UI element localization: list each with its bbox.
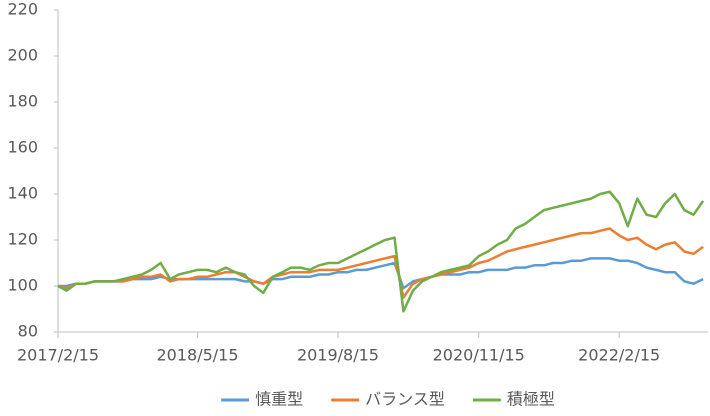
y-tick-label: 180: [7, 92, 38, 111]
x-tick-label: 2022/2/15: [578, 346, 660, 365]
y-tick-label: 120: [7, 230, 38, 249]
series-line: [57, 190, 705, 313]
x-tick-label: 2017/2/15: [17, 346, 99, 365]
y-tick-label: 140: [7, 184, 38, 203]
series-line: [58, 257, 704, 290]
legend-label: バランス型: [365, 390, 445, 409]
series-line: [57, 227, 704, 299]
legend-label: 積極型: [507, 390, 555, 409]
y-tick-label: 220: [7, 0, 38, 19]
y-tick-label: 200: [7, 46, 38, 65]
x-tick-label: 2020/11/15: [433, 346, 525, 365]
y-tick-label: 100: [7, 276, 38, 295]
legend-label: 慎重型: [255, 390, 303, 409]
y-tick-label: 80: [18, 322, 38, 341]
x-tick-label: 2018/5/15: [157, 346, 239, 365]
x-tick-label: 2019/8/15: [297, 346, 379, 365]
y-tick-label: 160: [7, 138, 38, 157]
